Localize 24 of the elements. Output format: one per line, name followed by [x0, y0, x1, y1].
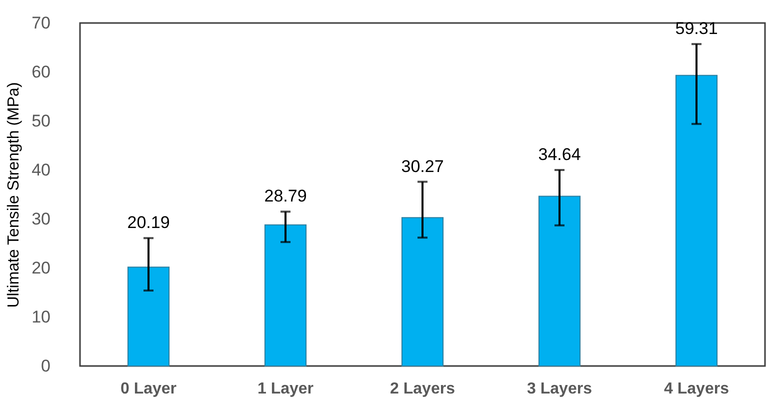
x-tick-label: 0 Layer	[120, 380, 177, 398]
y-tick-label: 30	[32, 210, 50, 228]
x-tick-label: 4 Layers	[664, 380, 730, 398]
y-axis-title: Ultimate Tensile Strength (MPa)	[6, 82, 23, 308]
y-tick-label: 70	[32, 14, 50, 32]
y-tick-label: 0	[41, 356, 50, 376]
y-tick-label: 40	[32, 160, 50, 180]
data-label: 30.27	[401, 156, 444, 176]
y-tick-label: 20	[32, 258, 50, 278]
x-tick-label: 2 Layers	[390, 380, 456, 398]
data-label: 59.31	[675, 19, 718, 38]
y-tick-label: 60	[32, 62, 50, 82]
bar	[538, 196, 581, 366]
data-label: 34.64	[538, 145, 581, 164]
x-tick-label: 1 Layer	[257, 380, 314, 398]
x-tick-label: 3 Layers	[527, 380, 592, 398]
bar	[675, 74, 718, 366]
y-tick-label: 50	[32, 112, 50, 130]
data-label: 20.19	[127, 213, 170, 232]
bar	[127, 266, 170, 366]
y-tick-label: 10	[32, 308, 50, 326]
bar	[264, 224, 307, 366]
bar	[401, 217, 444, 366]
data-label: 28.79	[264, 186, 307, 206]
